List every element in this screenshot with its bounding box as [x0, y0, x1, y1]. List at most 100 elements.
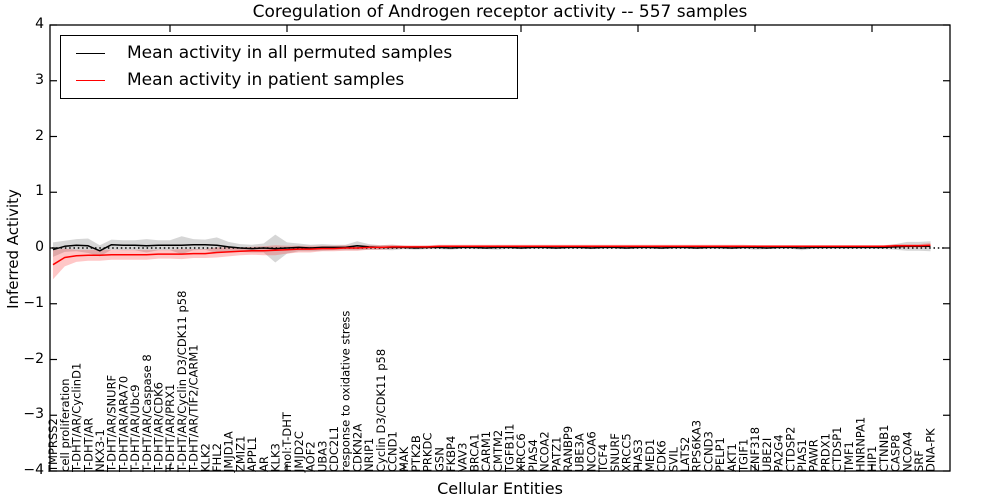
- x-category-label: PA2G4: [772, 434, 786, 472]
- y-tick-label: 4: [35, 16, 44, 32]
- x-category-label: TMPRSS2: [46, 418, 60, 473]
- x-category-label: cell proliferation: [58, 378, 72, 472]
- x-category-label: LATS2: [678, 437, 692, 472]
- x-category-label: HNRNPA1: [854, 417, 868, 472]
- x-category-label: NCOA6: [584, 431, 598, 472]
- x-category-label: T-DHT/AR: [81, 418, 95, 473]
- x-category-label: T-DHT/AR/Caspase 8: [140, 354, 154, 473]
- x-category-label: AR: [257, 456, 271, 472]
- x-category-label: MAK: [397, 446, 411, 472]
- x-category-label: VAV3: [456, 443, 470, 472]
- x-category-label: FHL2: [210, 443, 224, 472]
- x-category-label: T-DHT/AR/CDK6: [152, 382, 166, 473]
- x-category-label: TCF4: [596, 444, 610, 473]
- y-tick-label: 3: [35, 71, 44, 88]
- x-category-label: PIAS4: [526, 439, 540, 472]
- x-category-label: TGIF1: [737, 439, 751, 473]
- x-category-label: T-DHT/AR/Ubc9: [128, 384, 142, 473]
- x-category-label: CARM1: [479, 431, 493, 472]
- x-category-label: T-DHT/AR/SNURF: [105, 375, 119, 473]
- legend-entry-patient: Mean activity in patient samples: [61, 69, 517, 90]
- x-category-label: BRCA1: [467, 433, 481, 472]
- x-category-label: PELP1: [713, 437, 727, 472]
- x-category-label: MED1: [643, 439, 657, 472]
- x-category-label: NKX3-1: [93, 429, 107, 472]
- x-category-label: UBA3: [315, 441, 329, 473]
- x-category-label: KLK2: [198, 443, 212, 472]
- x-category-label: ZNF318: [748, 427, 762, 472]
- y-tick-label: −3: [23, 406, 44, 423]
- x-category-label: response to oxidative stress: [339, 311, 353, 472]
- legend: Mean activity in all permuted samples Me…: [60, 35, 518, 99]
- x-category-label: T-DHT/AR/PRX1: [163, 384, 177, 473]
- patient-band: [53, 243, 931, 280]
- y-tick-label: 0: [35, 239, 44, 255]
- x-axis-title: Cellular Entities: [437, 479, 563, 498]
- x-category-label: PAWR: [807, 439, 821, 472]
- x-category-label: RANBP9: [561, 426, 575, 472]
- x-category-label: CDC2L1: [327, 426, 341, 472]
- x-category-label: mol:T-DHT: [280, 411, 294, 472]
- x-category-label: PIAS1: [795, 439, 809, 472]
- x-category-label: PATZ1: [549, 437, 563, 472]
- x-category-label: Cyclin D3/CDK11 p58: [374, 349, 388, 472]
- y-tick-label: −1: [23, 294, 44, 311]
- y-tick-label: 2: [35, 127, 44, 144]
- y-axis-title: Inferred Activity: [4, 189, 22, 309]
- x-category-label: T-DHT/AR/ARA70: [116, 376, 130, 473]
- legend-label-patient: Mean activity in patient samples: [127, 69, 405, 90]
- permuted-mean-line: [52, 243, 931, 252]
- x-category-label: DNA-PK: [924, 428, 938, 472]
- x-category-label: CCND3: [701, 431, 715, 472]
- x-category-label: CASP8: [889, 435, 903, 472]
- x-category-label: PRDX1: [818, 433, 832, 472]
- x-category-label: T-DHT/AR/CyclinD1: [70, 363, 84, 473]
- y-tick-label: 1: [35, 183, 44, 200]
- x-category-label: JMJD1A: [222, 431, 236, 473]
- x-category-label: XRCC6: [514, 433, 528, 472]
- x-category-label: UBE2I: [760, 438, 774, 472]
- x-category-label: KLK3: [269, 443, 283, 472]
- x-category-label: T-DHT/AR/Cyclin D3/CDK11 p58: [175, 291, 189, 473]
- x-category-label: AOF2: [304, 441, 318, 472]
- x-category-label: JMJD2C: [292, 431, 306, 473]
- x-category-label: UBE3A: [573, 433, 587, 472]
- x-category-label: HIP1: [865, 446, 879, 472]
- x-category-label: PIAS3: [631, 439, 645, 472]
- x-category-label: NCOA2: [538, 431, 552, 472]
- x-category-label: TMF1: [842, 441, 856, 473]
- chart-title: Coregulation of Androgen receptor activi…: [252, 2, 748, 22]
- x-category-label: CMTM2: [491, 430, 505, 472]
- x-category-label: CDKN2A: [350, 424, 364, 472]
- legend-label-permuted: Mean activity in all permuted samples: [127, 43, 453, 64]
- x-category-label: FKBP4: [444, 436, 458, 472]
- x-category-label: XRCC5: [620, 433, 634, 472]
- x-category-label: T-DHT/AR/TIF2/CARM1: [187, 344, 201, 473]
- x-category-label: SVIL: [666, 446, 680, 472]
- x-category-label: NCOA4: [900, 431, 914, 472]
- permuted-line-sample: [76, 53, 105, 55]
- x-category-label: RPS6KA3: [690, 420, 704, 472]
- x-category-label: PTK2B: [409, 435, 423, 472]
- x-category-label: SNURF: [608, 433, 622, 472]
- x-category-label: TGFB1I1: [503, 424, 517, 473]
- legend-entry-permuted: Mean activity in all permuted samples: [61, 45, 517, 62]
- patient-line-sample: [76, 79, 105, 81]
- x-category-label: SRF: [912, 450, 926, 472]
- x-category-label: NRIP1: [362, 438, 376, 472]
- x-category-label: CTDSP2: [783, 427, 797, 472]
- x-category-label: ZMIZ1: [233, 436, 247, 472]
- x-category-label: APPL1: [245, 437, 259, 472]
- y-tick-label: −2: [23, 350, 44, 367]
- x-category-label: CDK6: [655, 440, 669, 472]
- x-category-label: CTNNB1: [877, 425, 891, 472]
- y-tick-label: −4: [23, 462, 44, 478]
- x-category-label: AKT1: [725, 443, 739, 472]
- x-category-label: GSN: [432, 447, 446, 472]
- x-category-label: CTDSP1: [830, 427, 844, 472]
- patient-mean-line: [52, 244, 931, 266]
- x-category-label: PRKDC: [421, 433, 435, 472]
- x-category-label: CCND1: [386, 431, 400, 472]
